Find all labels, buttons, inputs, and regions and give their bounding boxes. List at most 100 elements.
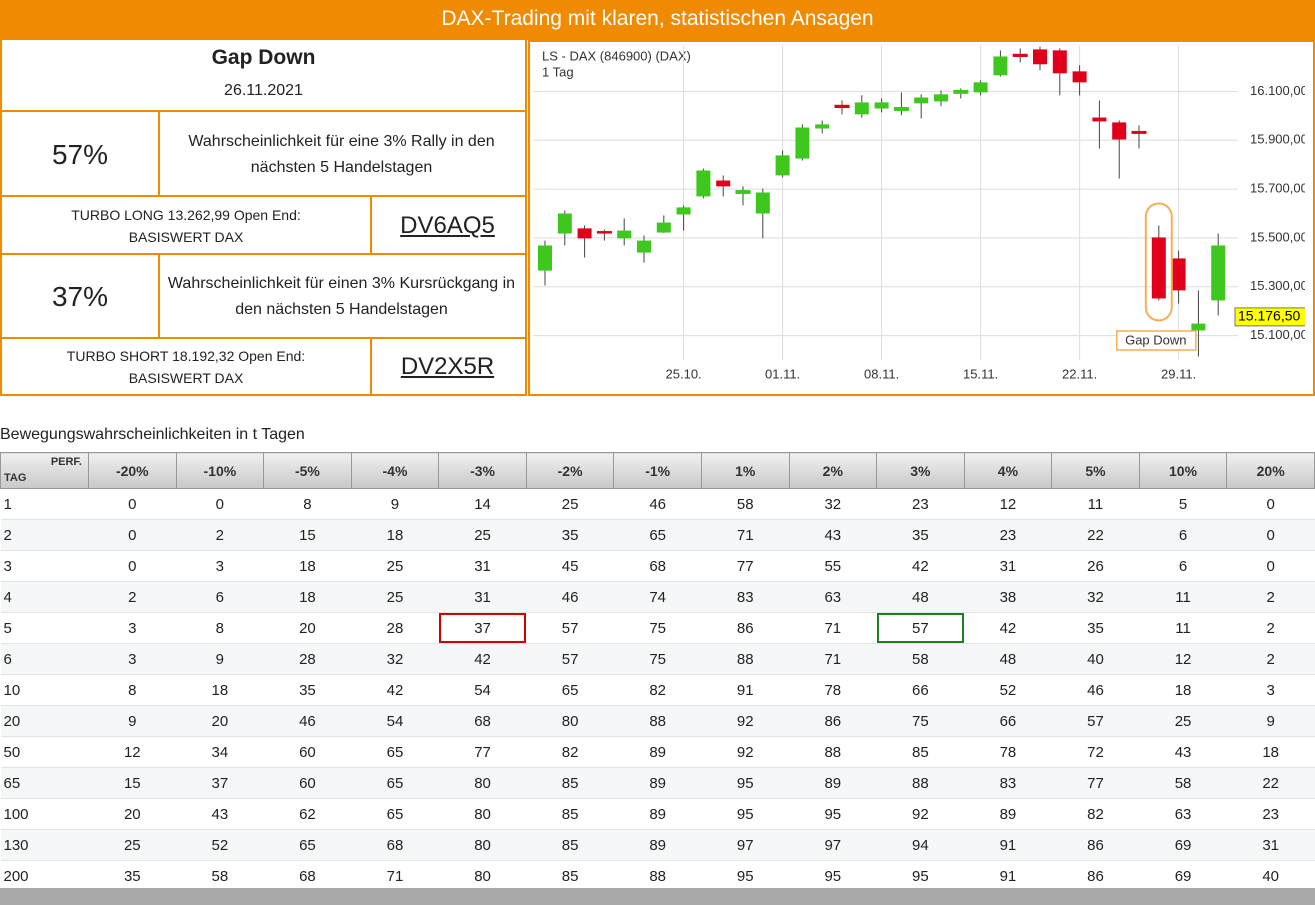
table-cell: 60 bbox=[263, 767, 352, 799]
table-cell: 71 bbox=[789, 643, 877, 675]
table-cell: 0 bbox=[176, 488, 264, 520]
table-cell: 85 bbox=[526, 767, 614, 799]
candle-body bbox=[1072, 71, 1087, 83]
table-cell: 86 bbox=[1051, 860, 1140, 892]
page-header: DAX-Trading mit klaren, statistischen An… bbox=[0, 0, 1315, 40]
table-cell: 89 bbox=[964, 798, 1052, 830]
table-cell: 58 bbox=[176, 860, 264, 892]
table-cell: 5 bbox=[1139, 488, 1227, 520]
short-product-box: TURBO SHORT 18.192,32 Open End: BASISWER… bbox=[0, 337, 372, 396]
table-cell: 55 bbox=[789, 550, 877, 582]
table-cell: 91 bbox=[701, 674, 789, 706]
table-row: 6 3 9 28 32 42 57 75 88 71 58 48 40 12 2 bbox=[0, 643, 1315, 675]
column-header: -4% bbox=[350, 452, 440, 489]
column-header: 2% bbox=[788, 452, 878, 489]
table-cell: 18 bbox=[263, 581, 352, 613]
table-cell: 94 bbox=[876, 829, 965, 861]
last-price-box bbox=[1234, 307, 1305, 327]
y-tick-label: 15.900,00 bbox=[1250, 132, 1308, 147]
table-cell: 3 bbox=[1226, 674, 1315, 706]
short-probability: 37% bbox=[0, 253, 160, 339]
table-cell: 43 bbox=[176, 798, 264, 830]
table-row: 20 9 20 46 54 68 80 88 92 86 75 66 57 25 9 bbox=[0, 705, 1315, 737]
candle-body bbox=[1191, 323, 1206, 331]
table-cell: 62 bbox=[263, 798, 352, 830]
table-row: 3 0 3 18 25 31 45 68 77 55 42 31 26 6 0 bbox=[0, 550, 1315, 582]
table-cell: 92 bbox=[701, 705, 789, 737]
chart-title: LS - DAX (846900) (DAX) bbox=[542, 48, 691, 63]
table-cell: 58 bbox=[876, 643, 965, 675]
table-title: Bewegungswahrscheinlichkeiten in t Tagen bbox=[0, 426, 305, 443]
footer-bar bbox=[0, 888, 1315, 905]
table-row: 130 25 52 65 68 80 85 89 97 97 94 91 86 69 31 bbox=[0, 829, 1315, 861]
candle-body bbox=[874, 102, 889, 109]
table-cell: 92 bbox=[876, 798, 965, 830]
table-cell: 40 bbox=[1226, 860, 1315, 892]
candles: Gap Down bbox=[538, 46, 1226, 357]
x-tick-label: 29.11. bbox=[1161, 366, 1196, 381]
table-cell: 65 bbox=[351, 767, 439, 799]
table-cell: 18 bbox=[176, 674, 264, 706]
candle-body bbox=[1211, 245, 1226, 301]
table-cell: 28 bbox=[351, 612, 439, 644]
table-cell: 58 bbox=[701, 488, 789, 520]
table-cell: 32 bbox=[1051, 581, 1140, 613]
row-label: 5 bbox=[0, 612, 89, 644]
candle-body bbox=[1171, 258, 1186, 291]
table-cell: 28 bbox=[263, 643, 352, 675]
table-cell: 0 bbox=[1226, 550, 1315, 582]
table-cell: 66 bbox=[876, 674, 965, 706]
table-cell: 43 bbox=[1139, 736, 1227, 768]
x-tick-label: 22.11. bbox=[1062, 366, 1097, 381]
row-label: 2 bbox=[0, 519, 89, 551]
table-cell: 97 bbox=[701, 829, 789, 861]
table-cell: 25 bbox=[526, 488, 614, 520]
table-cell: 46 bbox=[1051, 674, 1140, 706]
candle-body bbox=[1131, 130, 1147, 134]
table-cell: 66 bbox=[964, 705, 1052, 737]
candle-body bbox=[973, 82, 988, 93]
table-cell: 65 bbox=[526, 674, 614, 706]
candle-body bbox=[993, 56, 1008, 76]
table-cell: 11 bbox=[1139, 581, 1227, 613]
candle-body bbox=[854, 102, 869, 115]
table-cell: 25 bbox=[438, 519, 527, 551]
table-cell: 57 bbox=[526, 643, 614, 675]
table-cell: 18 bbox=[1139, 674, 1227, 706]
table-cell: 8 bbox=[263, 488, 352, 520]
table-cell: 86 bbox=[701, 612, 789, 644]
table-cell: 85 bbox=[526, 860, 614, 892]
table-cell: 65 bbox=[263, 829, 352, 861]
table-cell: 12 bbox=[964, 488, 1052, 520]
table-cell: 0 bbox=[1226, 519, 1315, 551]
table-cell: 83 bbox=[964, 767, 1052, 799]
table-cell: 85 bbox=[526, 798, 614, 830]
table-cell: 89 bbox=[613, 736, 702, 768]
short-code[interactable]: DV2X5R bbox=[370, 337, 527, 396]
table-cell: 35 bbox=[526, 519, 614, 551]
table-row: 50 12 34 60 65 77 82 89 92 88 85 78 72 43 18 bbox=[0, 736, 1315, 768]
column-header: 1% bbox=[700, 452, 790, 489]
table-cell: 77 bbox=[438, 736, 527, 768]
table-cell: 86 bbox=[789, 705, 877, 737]
table-cell: 6 bbox=[176, 581, 264, 613]
candle-body bbox=[617, 230, 632, 239]
row-label: 10 bbox=[0, 674, 89, 706]
chart-subtitle: 1 Tag bbox=[542, 64, 574, 79]
table-cell: 35 bbox=[88, 860, 177, 892]
table-cell: 14 bbox=[438, 488, 527, 520]
long-code[interactable]: DV6AQ5 bbox=[370, 195, 527, 255]
column-header: -1% bbox=[613, 452, 702, 489]
table-cell: 75 bbox=[876, 705, 965, 737]
table-cell: 8 bbox=[176, 612, 264, 644]
table-cell: 75 bbox=[613, 612, 702, 644]
row-label: 1 bbox=[0, 488, 89, 520]
annotation-box bbox=[1116, 330, 1197, 351]
table-cell: 9 bbox=[176, 643, 264, 675]
table-cell: 89 bbox=[613, 767, 702, 799]
table-cell: 25 bbox=[88, 829, 177, 861]
long-product-box: TURBO LONG 13.262,99 Open End: BASISWERT… bbox=[0, 195, 372, 255]
table-cell: 25 bbox=[1139, 705, 1227, 737]
table-cell: 23 bbox=[876, 488, 965, 520]
